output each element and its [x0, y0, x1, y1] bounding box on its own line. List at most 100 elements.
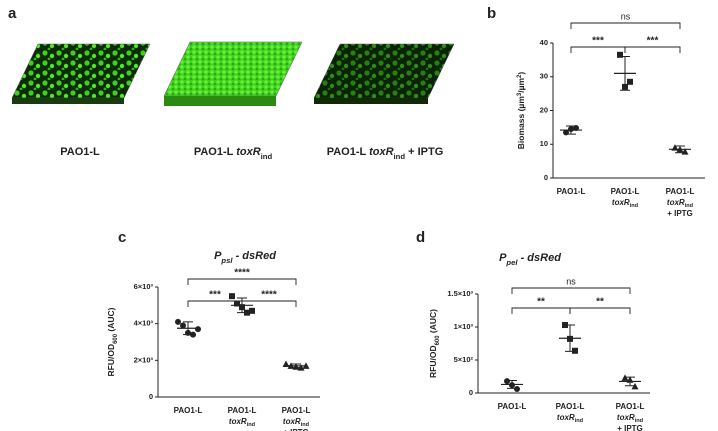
y-tick-label: 1.5×10³: [447, 289, 473, 298]
error-bar: [620, 56, 630, 91]
y-tick-label: 0: [544, 173, 548, 182]
text-segment: toxR: [617, 413, 635, 422]
y-axis-label: RFU/OD600 (AUC): [106, 307, 118, 376]
text-segment: ind: [261, 152, 273, 161]
significance-bracket: [570, 22, 681, 29]
x-tick-label: toxRind: [229, 417, 256, 428]
y-tick-label: 10: [540, 139, 548, 148]
x-tick-label: toxRind: [667, 198, 694, 209]
significance-label: **: [537, 297, 545, 308]
data-point: [234, 300, 240, 307]
x-tick-label: PAO1-L: [556, 402, 585, 411]
data-point: [249, 307, 255, 314]
data-point: [180, 322, 186, 329]
text-segment: ): [516, 72, 526, 75]
text-segment: toxR: [229, 417, 247, 426]
text-segment: + IPTG: [617, 424, 643, 431]
text-segment: + IPTG: [283, 428, 309, 431]
panel-letter: c: [118, 229, 126, 246]
error-bar: [675, 145, 685, 154]
y-tick-label: 0: [469, 388, 473, 397]
x-tick-label: PAO1-L: [611, 187, 640, 196]
text-segment: psl: [220, 256, 233, 265]
text-segment: PAO1-L: [611, 187, 640, 196]
text-segment: toxR: [283, 417, 301, 426]
y-axis-label: RFU/OD600 (AUC): [428, 309, 440, 378]
text-segment: ind: [394, 152, 406, 161]
text-segment: toxR: [557, 413, 575, 422]
text-segment: toxR: [236, 146, 261, 158]
text-segment: PAO1-L: [666, 187, 695, 196]
x-tick-label: PAO1-L: [228, 406, 257, 415]
y-tick-label: 2×10³: [134, 355, 154, 364]
x-tick-label: PAO1-L: [616, 402, 645, 411]
text-segment: toxR: [667, 198, 685, 207]
data-point: [627, 78, 633, 85]
x-tick-label: toxRind: [612, 198, 639, 209]
text-segment: ind: [247, 422, 256, 428]
text-segment: PAO1-L: [282, 406, 311, 415]
text-segment: + IPTG: [405, 146, 443, 158]
significance-label: ***: [592, 36, 604, 47]
text-segment: RFU/OD: [106, 344, 116, 377]
text-segment: PAO1-L: [557, 187, 586, 196]
significance-label: ns: [621, 11, 631, 21]
chart-title: Ppel - dsRed: [499, 252, 561, 267]
text-segment: 600: [435, 335, 441, 346]
text-segment: toxR: [369, 146, 394, 158]
data-point: [175, 318, 181, 325]
text-segment: P: [214, 250, 222, 262]
significance-label: ns: [566, 276, 576, 286]
text-segment: pel: [505, 258, 518, 267]
significance-label: ****: [261, 290, 277, 301]
text-segment: Biomass (µm: [516, 96, 526, 150]
x-tick-label: toxRind: [283, 417, 310, 428]
y-tick-label: 0: [149, 392, 153, 401]
significance-bracket: [624, 46, 681, 53]
text-segment: + IPTG: [667, 209, 693, 218]
text-segment: PAO1-L: [60, 146, 100, 158]
significance-label: ***: [209, 290, 221, 301]
x-tick-label: + IPTG: [617, 424, 643, 431]
chart-title: Ppsl - dsRed: [214, 250, 276, 265]
text-segment: ind: [575, 418, 584, 424]
microscopy-image: [313, 43, 455, 104]
data-point: [572, 347, 578, 354]
text-segment: PAO1-L: [194, 146, 236, 158]
text-segment: P: [499, 252, 507, 264]
panel-letter: a: [8, 5, 17, 22]
image-caption: PAO1-L toxRind + IPTG: [327, 146, 444, 161]
error-bar: [291, 363, 301, 369]
significance-bracket: [187, 278, 297, 285]
error-bar: [507, 379, 517, 389]
panel-letter: b: [487, 5, 496, 22]
x-tick-label: PAO1-L: [666, 187, 695, 196]
data-point: [195, 326, 201, 333]
y-tick-label: 6×10³: [134, 282, 154, 291]
y-tick-label: 1×10³: [454, 322, 474, 331]
y-axis-label: Biomass (µm3/µm2): [516, 72, 526, 150]
image-caption: PAO1-L toxRind: [194, 146, 273, 161]
data-point: [229, 293, 235, 300]
image-caption: PAO1-L: [60, 146, 100, 158]
significance-bracket: [241, 300, 297, 307]
text-segment: toxR: [612, 198, 630, 207]
microscopy-image: [163, 41, 303, 106]
text-segment: /µm: [516, 78, 526, 93]
text-segment: PAO1-L: [556, 402, 585, 411]
x-tick-label: + IPTG: [667, 209, 693, 218]
significance-label: ****: [234, 268, 250, 279]
y-tick-label: 30: [540, 72, 548, 81]
text-segment: - dsRed: [233, 250, 277, 262]
text-segment: PAO1-L: [327, 146, 369, 158]
x-tick-label: PAO1-L: [174, 406, 203, 415]
significance-bracket: [511, 287, 631, 294]
text-segment: ind: [635, 418, 644, 424]
data-point: [504, 378, 510, 385]
panel-letter: d: [416, 229, 425, 246]
x-tick-label: PAO1-L: [557, 187, 586, 196]
microscopy-image: [11, 43, 151, 104]
text-segment: PAO1-L: [616, 402, 645, 411]
error-bar: [566, 125, 576, 135]
